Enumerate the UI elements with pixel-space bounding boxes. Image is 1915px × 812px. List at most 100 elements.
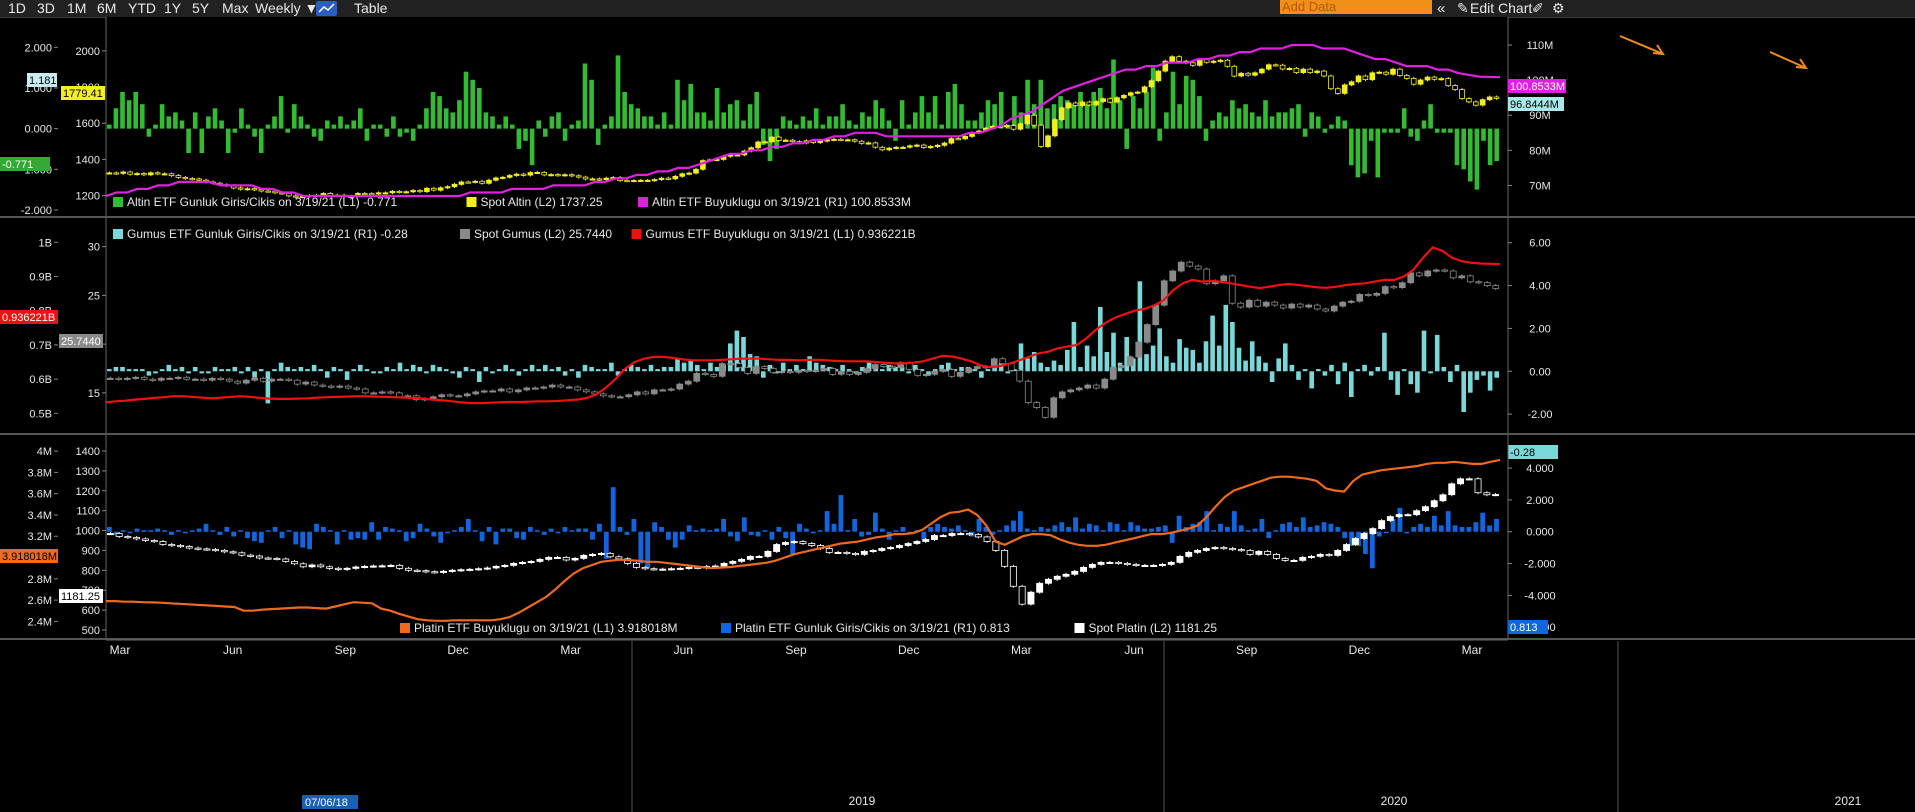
candle-body — [761, 366, 769, 369]
flow-bar — [1223, 304, 1229, 372]
flow-bar — [1117, 100, 1123, 129]
flow-bar — [556, 367, 561, 372]
candle-body — [1305, 304, 1313, 308]
flow-bar — [155, 528, 161, 532]
flow-bar — [477, 371, 482, 382]
flow-bar — [1375, 367, 1381, 372]
candle-body — [562, 557, 570, 561]
flow-bar — [1012, 96, 1017, 129]
candle-body — [1449, 270, 1457, 279]
table-button[interactable]: Table — [354, 0, 388, 16]
candle-body — [1228, 275, 1236, 304]
candle-body — [651, 179, 658, 182]
flow-bar — [479, 531, 485, 542]
range-1y-button[interactable]: 1Y — [164, 0, 182, 16]
flow-bar — [176, 530, 181, 532]
edit-chart-button[interactable]: Edit Chart — [1470, 0, 1533, 16]
flow-bar — [1093, 525, 1099, 532]
l1-tick-label: 2.4M — [28, 616, 52, 628]
flow-bar — [285, 367, 290, 372]
candle-body — [1300, 68, 1307, 73]
flow-bar — [212, 367, 218, 372]
range-6m-button[interactable]: 6M — [97, 0, 117, 16]
pencil-icon[interactable]: ✎ — [1457, 0, 1469, 16]
collapse-icon[interactable]: « — [1437, 0, 1446, 17]
flow-bar — [206, 116, 211, 129]
l2-tick-label: 1100 — [76, 506, 100, 518]
flow-bar — [1162, 525, 1168, 532]
flow-bar — [182, 531, 188, 534]
flow-bar — [659, 527, 664, 532]
candle-body — [1079, 101, 1086, 106]
candle-body — [208, 377, 216, 381]
range-1m-button[interactable]: 1M — [67, 0, 87, 16]
flow-bar — [1256, 356, 1262, 372]
flow-bar — [377, 371, 383, 374]
candle-body — [458, 181, 465, 185]
line-chart-icon[interactable] — [316, 1, 337, 16]
gold-l2-value-bg — [61, 86, 105, 100]
period-select[interactable]: Weekly ▼ — [255, 0, 318, 17]
candle-body — [644, 179, 651, 182]
flow-bar — [127, 531, 133, 534]
flow-bar — [1124, 337, 1129, 372]
candle-body — [387, 391, 395, 394]
range-ytd-button[interactable]: YTD — [128, 0, 156, 16]
flow-bar — [1216, 345, 1222, 372]
candle-body — [191, 378, 199, 381]
candle-body — [446, 394, 454, 397]
range-5y-button[interactable]: 5Y — [192, 0, 210, 16]
flow-bar — [1425, 527, 1430, 532]
l1-tick-label: 0.6B — [29, 374, 52, 386]
flow-bar — [1005, 371, 1011, 374]
candle-body — [659, 568, 667, 571]
flow-bar — [675, 358, 680, 372]
flow-bar — [431, 531, 437, 537]
flow-bar — [548, 528, 554, 532]
candle-body — [1109, 367, 1117, 380]
flow-bar — [483, 367, 489, 372]
flow-bar — [1383, 531, 1389, 534]
flow-bar — [681, 100, 687, 129]
candle-body — [1417, 79, 1424, 85]
flow-bar — [838, 495, 844, 532]
add-data-input[interactable]: Add Data — [1280, 0, 1432, 14]
edit-icon[interactable]: ✐ — [1532, 0, 1544, 16]
flow-bar — [1216, 112, 1222, 129]
candle-body — [608, 395, 616, 398]
flow-bar — [714, 88, 720, 129]
flow-bar — [305, 369, 310, 372]
flow-bar — [866, 362, 872, 372]
flow-bar — [272, 116, 277, 129]
candle-body — [1343, 544, 1350, 551]
candle-body — [738, 559, 746, 562]
flow-bar — [1098, 88, 1103, 129]
flow-bar — [949, 528, 954, 532]
flow-bar — [536, 120, 541, 129]
flow-bar — [1210, 315, 1215, 372]
flow-bar — [1128, 522, 1134, 532]
candle-body — [115, 533, 123, 537]
flow-bar — [355, 531, 361, 539]
range-1d-button[interactable]: 1D — [8, 0, 26, 16]
silver-l1-value: 0.936221B — [2, 312, 55, 324]
candle-body — [133, 537, 141, 540]
flow-bar — [314, 523, 319, 532]
candle-body — [382, 192, 389, 195]
candle-body — [440, 570, 447, 573]
l1-tick-label: 0.5B — [29, 408, 52, 420]
flow-bar — [893, 367, 898, 372]
candle-body — [615, 556, 623, 560]
flow-bar — [767, 364, 773, 372]
candle-body — [921, 144, 927, 148]
candle-body — [424, 187, 430, 193]
flow-bar — [265, 371, 271, 404]
candle-body — [292, 195, 299, 198]
flow-bar — [472, 530, 478, 532]
candle-body — [229, 551, 237, 554]
settings-icon[interactable]: ⚙ — [1552, 0, 1565, 16]
range-3d-button[interactable]: 3D — [37, 0, 55, 16]
candle-body — [1176, 556, 1184, 563]
range-max-button[interactable]: Max — [222, 0, 249, 16]
flow-bar — [470, 79, 475, 129]
